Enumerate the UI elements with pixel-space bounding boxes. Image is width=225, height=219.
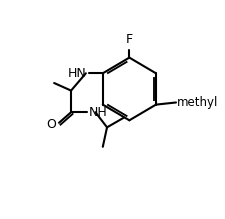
Text: NH: NH <box>89 106 107 119</box>
Text: F: F <box>125 33 132 46</box>
Text: HN: HN <box>68 67 87 80</box>
Text: O: O <box>46 118 56 131</box>
Text: methyl: methyl <box>176 96 218 109</box>
